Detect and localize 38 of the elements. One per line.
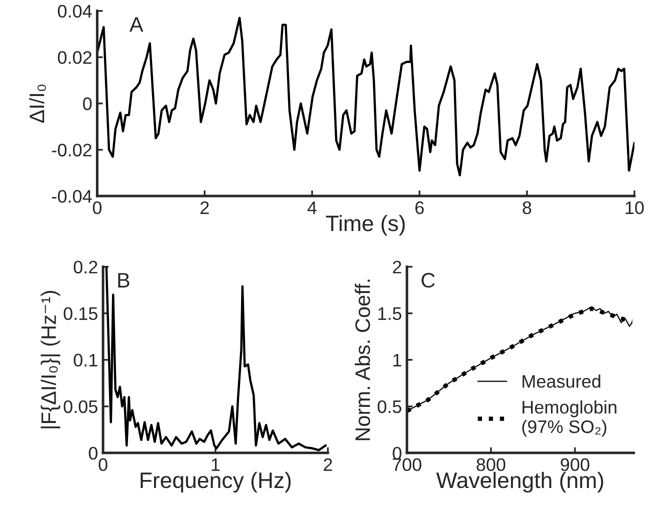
y-tick-label: 0.05: [64, 400, 98, 414]
y-tick-label: 0.04: [58, 4, 92, 18]
line-series: [97, 16, 634, 176]
y-tick-label: -0.04: [52, 190, 92, 203]
y-tick-label: 0: [83, 97, 92, 110]
y-axis-title: ΔI/I₀: [28, 84, 46, 123]
x-axis-title: Time (s): [326, 214, 405, 236]
annotation: B: [118, 273, 130, 288]
x-axis-title: Frequency (Hz): [140, 472, 291, 493]
y-tick-label: 0.2: [74, 260, 98, 274]
line-series: [105, 266, 327, 452]
y-axis-title: |F{ΔI/I₀}| (Hz⁻¹): [40, 290, 60, 428]
y-tick-label: 0.15: [64, 307, 98, 320]
annotation: C: [422, 272, 435, 288]
x-tick-label: 8: [522, 201, 532, 214]
x-tick-label: 10: [626, 201, 644, 214]
y-axis-title: Norm. Abs. Coeff.: [354, 280, 370, 440]
x-tick-label: 2: [200, 201, 209, 214]
y-tick-label: 1.5: [378, 307, 402, 320]
y-tick-label: 0.1: [74, 354, 98, 367]
y-tick-label: 2: [392, 260, 402, 274]
x-tick-label: 4: [307, 202, 317, 214]
annotation: A: [129, 17, 144, 32]
x-tick-label: 2: [324, 458, 332, 471]
legend-label: Hemoglobin (97% SO₂): [522, 400, 616, 437]
y-tick-label: 0.5: [378, 400, 402, 414]
x-tick-label: 6: [415, 201, 424, 214]
x-tick-label: 700: [392, 458, 422, 472]
y-tick-label: 0.02: [58, 51, 92, 64]
y-tick-label: -0.02: [52, 144, 92, 156]
x-axis-title: Wavelength (nm): [436, 472, 604, 493]
x-tick-label: 900: [560, 458, 590, 472]
x-tick-label: 800: [476, 458, 506, 472]
x-tick-label: 1: [212, 458, 220, 471]
legend-label: Measured: [522, 374, 600, 388]
y-tick-label: 0: [88, 446, 98, 460]
y-tick-label: 1: [393, 354, 402, 366]
x-tick-label: 0: [98, 458, 108, 472]
